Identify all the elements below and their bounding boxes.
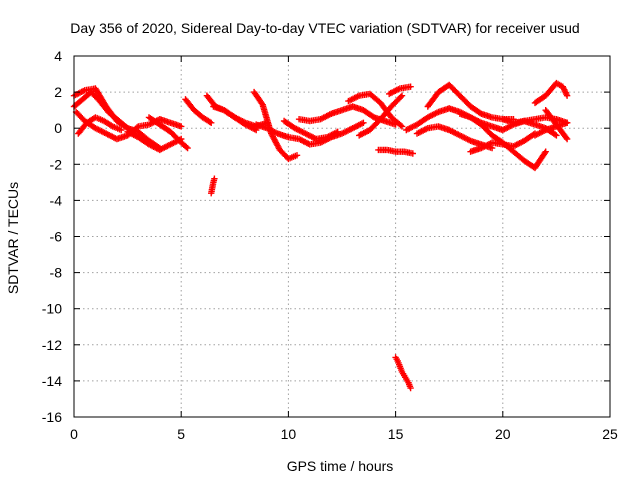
data-point-fill (551, 131, 559, 138)
data-point-fill (369, 113, 376, 120)
data-point-fill (397, 93, 404, 101)
data-point (407, 384, 414, 392)
chart-title: Day 356 of 2020, Sidereal Day-to-day VTE… (70, 20, 579, 36)
series-trace-p (356, 92, 406, 139)
y-tick-label: -2 (50, 156, 63, 172)
data-point (178, 123, 185, 130)
data-point (293, 152, 301, 159)
series-trace-q (375, 146, 416, 157)
y-axis-label: SDTVAR / TECUs (5, 182, 21, 294)
x-axis-label: GPS time / hours (287, 458, 394, 474)
data-point (398, 123, 406, 130)
y-tick-label: -16 (42, 409, 62, 425)
data-point-fill (476, 109, 484, 117)
data-point-fill (133, 124, 141, 131)
series-trace-s (392, 354, 414, 392)
data-point-fill (258, 100, 265, 107)
series-trace-i (210, 103, 260, 134)
data-point (488, 144, 496, 152)
series-trace-r (386, 83, 414, 98)
data-point-fill (183, 143, 190, 151)
data-point (360, 119, 367, 126)
series-trace-g (182, 96, 215, 126)
y-tick-label: 2 (54, 84, 62, 100)
series-trace-aa (542, 107, 571, 143)
y-tick-label: 0 (54, 120, 62, 136)
series-trace-y (531, 79, 571, 107)
series-trace-x (467, 130, 539, 155)
series-trace-f (145, 114, 191, 152)
y-tick-label: -4 (50, 192, 63, 208)
y-tick-label: -10 (42, 301, 62, 317)
series-trace-n (295, 103, 399, 128)
x-tick-label: 10 (281, 426, 297, 442)
x-tick-label: 5 (177, 426, 185, 442)
data-point (253, 126, 260, 134)
series-trace-d (75, 114, 125, 137)
series-trace-l (253, 119, 367, 148)
series-trace-v (413, 123, 496, 152)
series-trace-o (345, 90, 406, 130)
data-point (184, 144, 191, 152)
data-point (211, 175, 218, 182)
data-point-fill (562, 134, 570, 141)
data-point (553, 132, 560, 139)
data-point-fill (541, 149, 548, 157)
data-point (334, 128, 341, 135)
series-trace-ab (499, 116, 560, 139)
y-tick-label: -6 (50, 229, 63, 245)
y-tick-label: -14 (42, 373, 62, 389)
data-point-fill (206, 118, 213, 126)
data-point (563, 119, 571, 126)
y-tick-label: -8 (50, 265, 63, 281)
x-tick-label: 25 (602, 426, 618, 442)
data-points (70, 79, 571, 392)
grid-lines (74, 56, 610, 417)
data-point-fill (397, 122, 404, 129)
series-trace-e (124, 128, 185, 154)
x-tick-label: 0 (70, 426, 78, 442)
x-tick-label: 20 (495, 426, 511, 442)
data-point (208, 119, 215, 126)
x-tick-label: 15 (388, 426, 404, 442)
data-point (118, 126, 125, 134)
data-point (398, 92, 406, 99)
series-trace-j (208, 175, 218, 197)
data-point (409, 150, 416, 157)
data-point (563, 92, 571, 99)
data-point (542, 148, 549, 155)
data-point (563, 135, 571, 143)
axis-ticks (73, 55, 611, 418)
y-tick-label: 4 (54, 48, 62, 64)
series-trace-m (280, 117, 341, 143)
y-tick-label: -12 (42, 337, 62, 353)
series-trace-w (456, 110, 549, 172)
data-point (407, 83, 414, 90)
